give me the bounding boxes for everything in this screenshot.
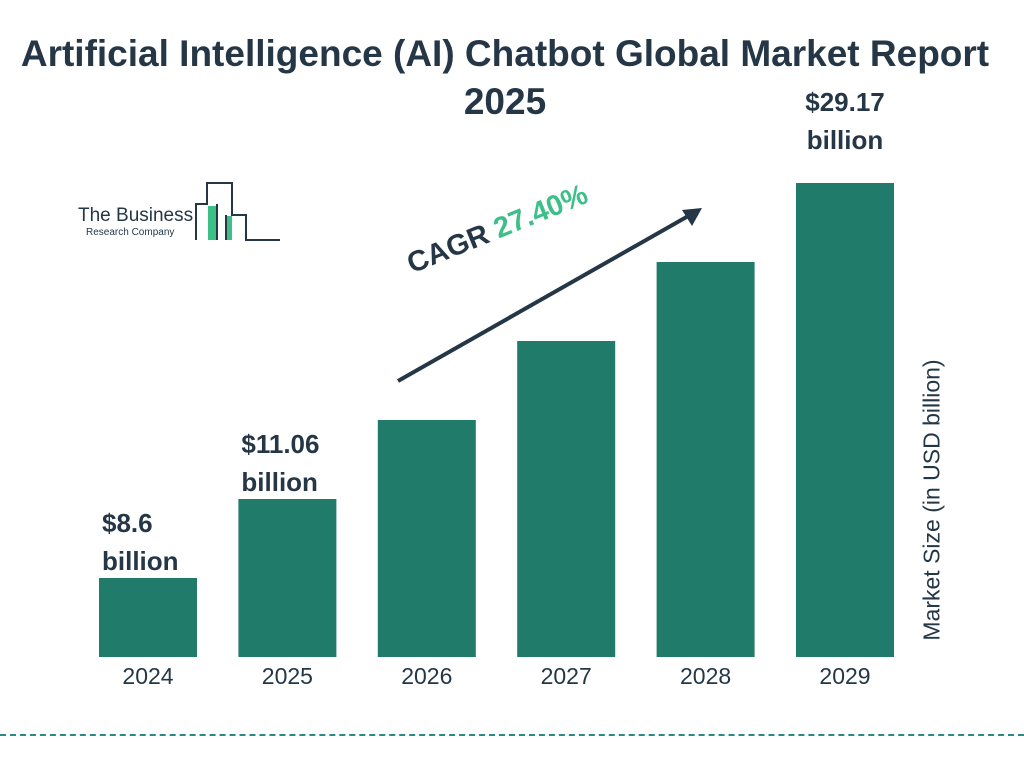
x-tick-label: 2025 <box>261 663 313 689</box>
bar-2029 <box>796 183 894 657</box>
cagr-arrow <box>397 208 702 383</box>
bar-2024 <box>99 578 197 657</box>
x-tick-label: 2026 <box>401 663 453 689</box>
bar-2027 <box>517 341 616 657</box>
data-label-amount: $29.17 <box>805 87 885 117</box>
bar-2028 <box>656 262 755 657</box>
data-label-unit: billion <box>102 546 179 576</box>
data-label: $11.06 billion <box>241 425 319 501</box>
data-label-unit: billion <box>241 467 318 497</box>
x-tick-label: 2029 <box>819 663 871 689</box>
bar-2026 <box>377 420 476 657</box>
dashed-divider <box>0 734 1024 736</box>
data-label-amount: $8.6 <box>102 508 153 538</box>
chart-title: Artificial Intelligence (AI) Chatbot Glo… <box>20 33 990 122</box>
x-tick-label: 2027 <box>540 663 592 689</box>
logo-line1: The Business <box>78 205 194 226</box>
x-tick-label: 2024 <box>122 663 174 689</box>
data-label-unit: billion <box>806 125 884 155</box>
data-label: $8.6 billion <box>102 504 179 580</box>
data-label: $29.17 billion <box>786 83 904 159</box>
logo-line2: Research Company <box>86 227 175 238</box>
data-label-amount: $11.06 <box>241 429 320 459</box>
x-tick-label: 2028 <box>680 663 732 689</box>
bar-2025 <box>238 499 337 657</box>
y-axis-label: Market Size (in USD billion) <box>918 359 945 641</box>
